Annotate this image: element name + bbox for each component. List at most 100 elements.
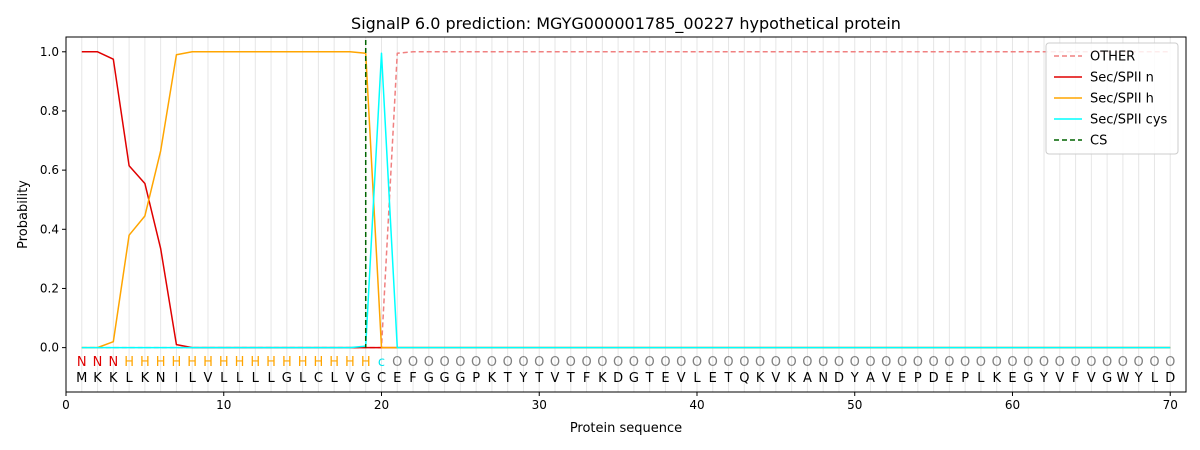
residue-letter: L [977, 371, 985, 386]
state-label: H [203, 355, 213, 370]
residue-letter: A [803, 371, 812, 386]
state-label: H [314, 355, 324, 370]
residue-letter: F [1072, 371, 1079, 386]
state-label: H [140, 355, 150, 370]
residue-letter: F [583, 371, 590, 386]
state-label: H [266, 355, 276, 370]
state-label: O [834, 355, 844, 370]
residue-letter: K [598, 371, 607, 386]
residue-letter: L [299, 371, 307, 386]
residue-letter: E [393, 371, 401, 386]
state-label: H [187, 355, 197, 370]
state-label: O [865, 355, 875, 370]
state-label: O [739, 355, 749, 370]
residue-letter: A [866, 371, 875, 386]
residue-letter: E [898, 371, 906, 386]
state-label: O [897, 355, 907, 370]
residue-letter: G [629, 371, 639, 386]
series-line-sec-spii-cys [81, 52, 1171, 349]
state-label: O [960, 355, 970, 370]
legend-label-sec-spii-h: Sec/SPII h [1090, 92, 1154, 107]
state-label: O [1102, 355, 1112, 370]
residue-letter: L [331, 371, 339, 386]
state-label: O [1118, 355, 1128, 370]
y-tick-label: 0.4 [40, 222, 59, 236]
state-label: O [771, 355, 781, 370]
state-label: H [345, 355, 355, 370]
state-label: H [361, 355, 371, 370]
state-label: H [235, 355, 245, 370]
state-label: O [439, 355, 449, 370]
state-label: O [408, 355, 418, 370]
legend-label-other: OTHER [1090, 50, 1135, 65]
grid-lines [81, 37, 1171, 392]
x-axis-ticks: 0 10 20 30 40 50 60 70 [62, 392, 1178, 412]
x-axis-label: Protein sequence [570, 421, 682, 436]
state-label: O [1134, 355, 1144, 370]
state-label: O [455, 355, 465, 370]
series-lines [81, 51, 1171, 349]
residue-letter: D [929, 371, 939, 386]
state-label: O [676, 355, 686, 370]
residue-letter: V [1087, 371, 1096, 386]
residue-letter: L [220, 371, 228, 386]
state-label: O [550, 355, 560, 370]
residue-letter: E [709, 371, 717, 386]
state-label: O [1165, 355, 1175, 370]
residue-letter: G [455, 371, 465, 386]
residue-letter: D [834, 371, 844, 386]
state-label: O [787, 355, 797, 370]
residue-letter: K [992, 371, 1001, 386]
legend-box [1045, 42, 1179, 155]
residue-letter: T [503, 371, 512, 386]
residue-letter: D [613, 371, 623, 386]
residue-letter: P [472, 371, 480, 386]
residue-letter: K [141, 371, 150, 386]
residue-letter: L [189, 371, 197, 386]
state-label: O [802, 355, 812, 370]
residue-letter: K [787, 371, 796, 386]
residue-letter: Y [1134, 371, 1143, 386]
residue-letter: K [488, 371, 497, 386]
state-label: N [108, 355, 118, 370]
residue-letter: G [440, 371, 450, 386]
residue-letter: G [282, 371, 292, 386]
residue-letter: L [252, 371, 260, 386]
residue-letter: T [645, 371, 654, 386]
y-tick-label: 0.8 [40, 104, 59, 118]
legend-label-sec-spii-n: Sec/SPII n [1090, 71, 1154, 86]
residue-letter: V [771, 371, 780, 386]
residue-letter: G [424, 371, 434, 386]
state-label: O [613, 355, 623, 370]
residue-letter: N [156, 371, 166, 386]
residue-letter: V [882, 371, 891, 386]
residue-letter: E [945, 371, 953, 386]
state-label: O [581, 355, 591, 370]
residue-letter: Y [850, 371, 859, 386]
state-label: O [1055, 355, 1065, 370]
residue-letter: L [236, 371, 244, 386]
residue-letter: P [961, 371, 969, 386]
residue-letter: L [1151, 371, 1159, 386]
residue-letter: F [409, 371, 416, 386]
series-line-other [81, 51, 1171, 349]
residue-letter: T [724, 371, 733, 386]
state-label: O [708, 355, 718, 370]
state-label: O [1023, 355, 1033, 370]
state-label: O [1070, 355, 1080, 370]
x-tick-label: 30 [532, 398, 547, 412]
residue-letter: I [175, 371, 179, 386]
residue-letter: V [204, 371, 213, 386]
y-tick-label: 0.0 [40, 341, 59, 355]
chart-title: SignalP 6.0 prediction: MGYG000001785_00… [351, 14, 901, 34]
state-label: c [378, 355, 385, 370]
state-label: O [1149, 355, 1159, 370]
y-axis-ticks: 0.0 0.2 0.4 0.6 0.8 1.0 [40, 45, 66, 355]
sequence-annotations: NMNKNKHLHKHNHIHLHVHLHLHLHLHGHLHCHLHVHGcC… [76, 355, 1175, 386]
state-label: H [219, 355, 229, 370]
state-label: N [77, 355, 87, 370]
state-label: O [645, 355, 655, 370]
residue-letter: T [566, 371, 575, 386]
state-label: O [629, 355, 639, 370]
